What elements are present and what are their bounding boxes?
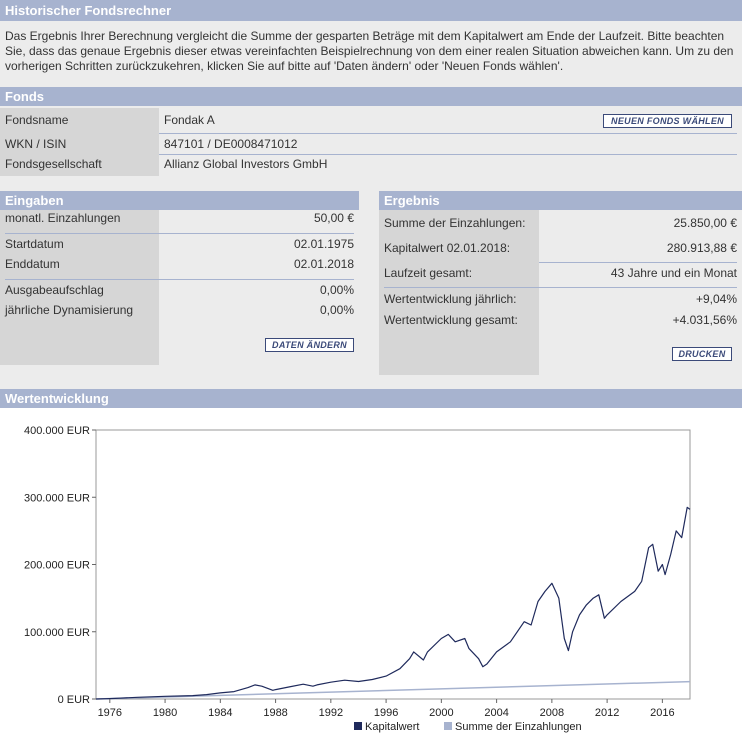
ergebnis-total-label: Wertentwicklung gesamt: — [384, 313, 518, 327]
chart-header-label: Wertentwicklung — [5, 391, 109, 406]
fonds-company-value: Allianz Global Investors GmbH — [164, 157, 328, 171]
x-tick-label: 2016 — [650, 707, 674, 719]
eingaben-monthly-value: 50,00 € — [313, 211, 354, 225]
einzahlungen-line — [95, 680, 691, 700]
x-tick-label: 1988 — [263, 707, 287, 719]
y-tick-label: 400.000 EUR — [24, 425, 90, 437]
fonds-name-row: Fondsname Fondak A — [0, 110, 742, 130]
ergebnis-total-row: Wertentwicklung gesamt: +4.031,56% — [379, 310, 742, 330]
x-tick-label: 2012 — [595, 707, 619, 719]
fonds-wkn-row: WKN / ISIN 847101 / DE0008471012 — [0, 134, 742, 154]
fonds-label-column — [0, 108, 159, 176]
y-tick-label: 200.000 EUR — [24, 560, 90, 572]
eingaben-start-row: Startdatum 02.01.1975 — [0, 234, 359, 254]
eingaben-dyn-value: 0,00% — [319, 303, 354, 317]
eingaben-end-row: Enddatum 02.01.2018 — [0, 254, 359, 274]
legend-label-einzahlungen: Summe der Einzahlungen — [455, 721, 582, 733]
eingaben-label-column — [0, 210, 159, 365]
ergebnis-duration-row: Laufzeit gesamt: 43 Jahre und ein Monat — [379, 263, 742, 283]
ergebnis-divider-1 — [539, 262, 737, 263]
ergebnis-header: Ergebnis — [379, 191, 742, 210]
ergebnis-sum-label: Summe der Einzahlungen: — [384, 216, 526, 230]
x-tick-label: 1996 — [374, 707, 398, 719]
eingaben-divider-1 — [5, 233, 354, 234]
ergebnis-sum-value: 25.850,00 € — [673, 216, 737, 230]
chart-header: Wertentwicklung — [0, 389, 742, 408]
y-tick-label: 0 EUR — [58, 694, 90, 706]
new-fund-button[interactable]: NEUEN FONDS WÄHLEN — [603, 114, 732, 128]
fonds-header-label: Fonds — [5, 89, 44, 104]
x-tick-label: 1984 — [208, 707, 232, 719]
fonds-wkn-value: 847101 / DE0008471012 — [164, 137, 298, 151]
eingaben-fee-value: 0,00% — [319, 283, 354, 297]
eingaben-end-value: 02.01.2018 — [293, 257, 354, 271]
x-tick-label: 2000 — [429, 707, 453, 719]
eingaben-fee-row: Ausgabeaufschlag 0,00% — [0, 280, 359, 300]
ergebnis-capital-value: 280.913,88 € — [666, 241, 737, 255]
y-tick-label: 300.000 EUR — [24, 492, 90, 504]
fonds-wkn-label: WKN / ISIN — [5, 137, 67, 151]
ergebnis-capital-label: Kapitalwert 02.01.2018: — [384, 241, 511, 255]
change-data-button[interactable]: DATEN ÄNDERN — [265, 338, 354, 352]
ergebnis-capital-row: Kapitalwert 02.01.2018: 280.913,88 € — [379, 238, 742, 258]
eingaben-start-label: Startdatum — [5, 237, 64, 251]
page-title-bar: Historischer Fondsrechner — [0, 0, 742, 21]
kapitalwert-line — [95, 506, 691, 700]
x-tick-label: 2008 — [540, 707, 564, 719]
ergebnis-annual-label: Wertentwicklung jährlich: — [384, 292, 517, 306]
chart-area: 0 EUR 100.000 EUR 200.000 EUR 300.000 EUR 40… — [0, 408, 742, 746]
page-title: Historischer Fondsrechner — [5, 3, 172, 18]
plot-frame — [95, 429, 691, 700]
ergebnis-sum-row: Summe der Einzahlungen: 25.850,00 € — [379, 213, 742, 233]
fonds-divider-1 — [159, 133, 737, 134]
ergebnis-label-column — [379, 210, 539, 375]
fonds-divider-2 — [159, 154, 737, 155]
eingaben-header: Eingaben — [0, 191, 359, 210]
fonds-company-label: Fondsgesellschaft — [5, 157, 102, 171]
ergebnis-divider-2 — [384, 287, 737, 288]
x-tick-label: 1992 — [319, 707, 343, 719]
y-tick-label: 100.000 EUR — [24, 627, 90, 639]
fonds-header: Fonds — [0, 87, 742, 106]
fonds-name-value: Fondak A — [164, 113, 215, 127]
legend-swatch-einzahlungen — [444, 722, 452, 730]
ergebnis-duration-label: Laufzeit gesamt: — [384, 266, 473, 280]
eingaben-monthly-label: monatl. Einzahlungen — [5, 211, 121, 225]
ergebnis-total-value: +4.031,56% — [672, 313, 737, 327]
ergebnis-annual-row: Wertentwicklung jährlich: +9,04% — [379, 289, 742, 309]
value-chart: 0 EUR 100.000 EUR 200.000 EUR 300.000 EUR 40… — [24, 425, 691, 733]
fonds-company-row: Fondsgesellschaft Allianz Global Investo… — [0, 154, 742, 174]
eingaben-dyn-row: jährliche Dynamisierung 0,00% — [0, 300, 359, 320]
eingaben-header-label: Eingaben — [5, 193, 64, 208]
legend-label-kapitalwert: Kapitalwert — [365, 721, 419, 733]
intro-text: Das Ergebnis Ihrer Berechnung vergleicht… — [5, 29, 734, 73]
ergebnis-duration-value: 43 Jahre und ein Monat — [610, 266, 737, 280]
eingaben-end-label: Enddatum — [5, 257, 60, 271]
ergebnis-annual-value: +9,04% — [695, 292, 737, 306]
eingaben-monthly-row: monatl. Einzahlungen 50,00 € — [0, 208, 359, 228]
ergebnis-header-label: Ergebnis — [384, 193, 440, 208]
eingaben-start-value: 02.01.1975 — [293, 237, 354, 251]
eingaben-dyn-label: jährliche Dynamisierung — [5, 303, 134, 317]
fonds-name-label: Fondsname — [5, 113, 69, 127]
x-tick-label: 2004 — [484, 707, 508, 719]
x-tick-label: 1976 — [98, 707, 122, 719]
eingaben-fee-label: Ausgabeaufschlag — [5, 283, 104, 297]
x-tick-label: 1980 — [153, 707, 177, 719]
print-button[interactable]: DRUCKEN — [672, 347, 732, 361]
legend-swatch-kapitalwert — [354, 722, 362, 730]
eingaben-divider-2 — [5, 279, 354, 280]
